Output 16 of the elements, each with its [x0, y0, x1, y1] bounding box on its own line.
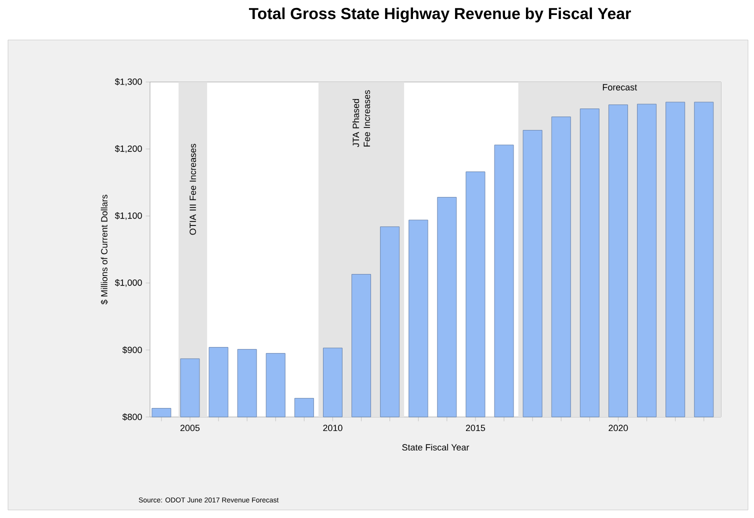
band-label: Forecast — [602, 84, 638, 90]
chart-title: Total Gross State Highway Revenue by Fiscal Year — [248, 8, 631, 22]
y-tick-label: $800 — [122, 413, 142, 421]
y-axis-title: $ Millions of Current Dollars — [100, 194, 108, 304]
x-tick-label: 2010 — [323, 424, 342, 432]
y-tick-label: $1,100 — [114, 212, 142, 220]
y-tick-label: $900 — [122, 346, 142, 354]
x-tick-label: 2005 — [180, 424, 200, 432]
x-tick-label: 2015 — [466, 424, 486, 432]
x-tick-label: 2020 — [608, 424, 628, 432]
band-label: OTIA III Fee Increases — [190, 144, 196, 235]
y-tick-label: $1,300 — [114, 78, 142, 86]
y-tick-label: $1,200 — [114, 145, 142, 153]
band-label: JTA Phased Fee Increases — [352, 90, 370, 148]
x-axis-title: State Fiscal Year — [402, 444, 470, 451]
y-tick-label: $1,000 — [114, 279, 142, 287]
